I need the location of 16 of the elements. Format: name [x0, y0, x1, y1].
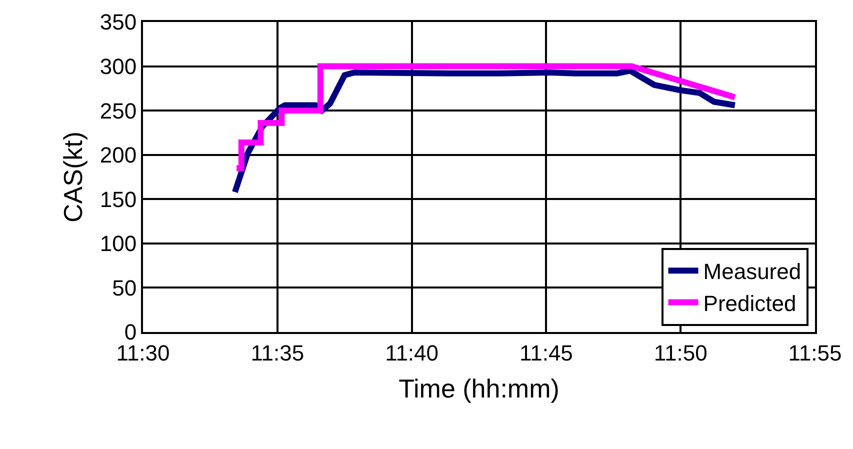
x-tick-label: 11:40: [385, 340, 439, 366]
y-tick-label: 200: [100, 142, 137, 168]
x-tick-label: 11:50: [654, 340, 708, 366]
y-axis-title: CAS(kt): [58, 132, 88, 222]
x-tick-label: 11:55: [788, 340, 842, 366]
y-tick-label: 100: [100, 231, 137, 256]
y-tick-label: 300: [100, 54, 137, 79]
y-tick-label: 250: [100, 98, 137, 124]
y-tick-label: 50: [112, 275, 137, 300]
legend-label: Predicted: [703, 290, 796, 316]
y-tick-label: 150: [100, 186, 137, 212]
y-tick-label: 350: [100, 10, 137, 35]
x-tick-label: 11:35: [250, 340, 304, 366]
x-tick-label: 11:45: [519, 340, 573, 366]
x-axis-title: Time (hh:mm): [398, 374, 560, 404]
legend-label: Measured: [703, 259, 802, 284]
